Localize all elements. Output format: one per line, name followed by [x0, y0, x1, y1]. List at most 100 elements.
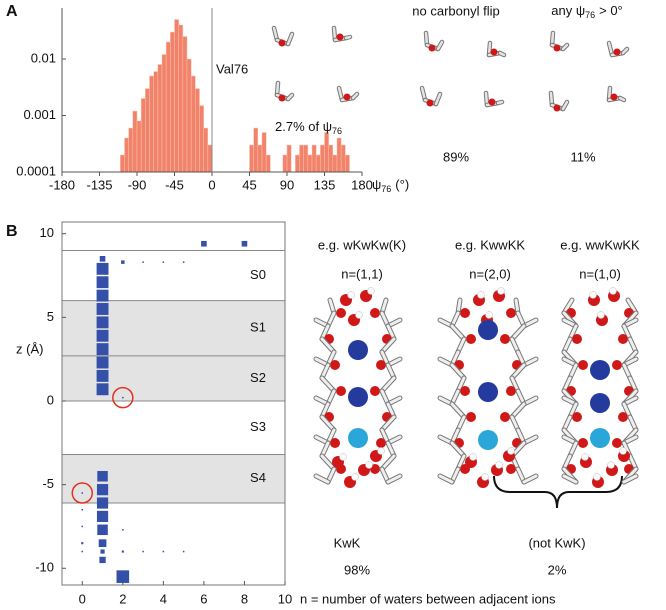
hydrogen: [581, 453, 589, 461]
stick: [351, 92, 359, 100]
label: any ψ76 > 0°: [551, 3, 623, 20]
site-label: S2: [250, 370, 266, 385]
stick: [626, 298, 638, 315]
hydrogen: [377, 447, 385, 455]
hydrogen: [339, 453, 347, 461]
point: [121, 550, 124, 553]
oxygen: [613, 48, 621, 56]
hydrogen: [607, 461, 615, 469]
bar: [295, 154, 300, 173]
oxygen: [460, 308, 470, 318]
stick: [380, 337, 396, 354]
bar: [324, 132, 329, 173]
panel-label: B: [6, 223, 18, 240]
bar: [153, 71, 159, 173]
bar: [203, 127, 209, 173]
bar: [136, 120, 142, 173]
stick: [434, 92, 442, 106]
bar: [286, 144, 292, 173]
bar: [149, 75, 154, 173]
bar: [199, 105, 204, 173]
y-axis-label: z (Å): [16, 341, 43, 356]
oxygen: [343, 93, 351, 101]
y-tick-label: 0.001: [23, 107, 56, 122]
channel-model: [437, 287, 539, 488]
hydrogen: [355, 311, 363, 319]
stick: [320, 376, 336, 393]
stick: [286, 93, 294, 101]
molecule-icon: [336, 85, 360, 103]
point: [96, 303, 109, 315]
point: [96, 289, 109, 302]
bar: [190, 75, 196, 173]
bar: [140, 98, 146, 173]
y-tick-label: -10: [35, 560, 54, 575]
point: [96, 316, 109, 329]
example-n: n=(2,0): [469, 266, 511, 281]
stick: [618, 96, 626, 102]
stick: [438, 474, 454, 484]
hydrogen: [609, 287, 617, 295]
x-tick-label: -135: [86, 177, 112, 192]
bar: [336, 137, 342, 173]
stick: [450, 402, 466, 419]
bracket: [493, 475, 623, 509]
stick: [320, 454, 336, 471]
point: [162, 550, 165, 553]
oxygen: [506, 464, 516, 474]
channel-model: [313, 287, 403, 488]
hydrogen: [469, 453, 477, 461]
point: [96, 383, 109, 396]
y-tick-label: 10: [40, 225, 54, 240]
hydrogen: [347, 291, 355, 299]
stick: [450, 441, 466, 458]
x-tick-label: 0: [208, 177, 215, 192]
oxygen: [426, 99, 434, 107]
oxygen: [428, 44, 436, 52]
site-label: S3: [250, 419, 266, 434]
oxygen: [336, 33, 344, 41]
x-tick-label: -45: [165, 177, 184, 192]
x-tick-label: 45: [242, 177, 256, 192]
stick: [380, 454, 396, 471]
y-tick-label: 0: [47, 392, 54, 407]
bar: [345, 154, 350, 173]
point: [96, 329, 109, 342]
stick: [498, 51, 506, 57]
label-subscript: 76: [585, 10, 595, 20]
stick: [561, 43, 569, 51]
bar: [128, 127, 134, 173]
bar: [178, 24, 184, 173]
oxygen: [553, 44, 561, 52]
bar: [165, 41, 171, 173]
point: [99, 256, 106, 262]
hydrogen: [477, 291, 485, 299]
stick: [561, 100, 569, 111]
molecule-icon: [271, 25, 295, 47]
point: [96, 510, 109, 523]
oxygen: [376, 438, 386, 448]
stick: [314, 474, 330, 484]
bar: [186, 58, 192, 173]
point: [96, 356, 109, 369]
point: [96, 343, 109, 356]
molecule-icon: [423, 30, 445, 52]
hydrogen: [593, 473, 601, 481]
plot-frame: [61, 221, 286, 586]
oxygen: [572, 334, 582, 344]
oxygen: [500, 412, 510, 422]
stick: [320, 337, 336, 354]
bar: [174, 19, 179, 173]
channel-model: [561, 287, 639, 488]
ion: [478, 382, 498, 402]
stick: [320, 415, 336, 432]
label-part: ψ: [372, 177, 381, 192]
oxygen: [278, 39, 286, 47]
example-label: e.g. wKwKw(K): [318, 237, 406, 252]
x-tick-label: 90: [280, 177, 294, 192]
oxygen: [553, 104, 561, 112]
group-value: 89%: [443, 149, 469, 164]
example-n: n=(1,1): [341, 266, 383, 281]
hydrogen: [495, 461, 503, 469]
highlight-circle: [71, 482, 94, 504]
